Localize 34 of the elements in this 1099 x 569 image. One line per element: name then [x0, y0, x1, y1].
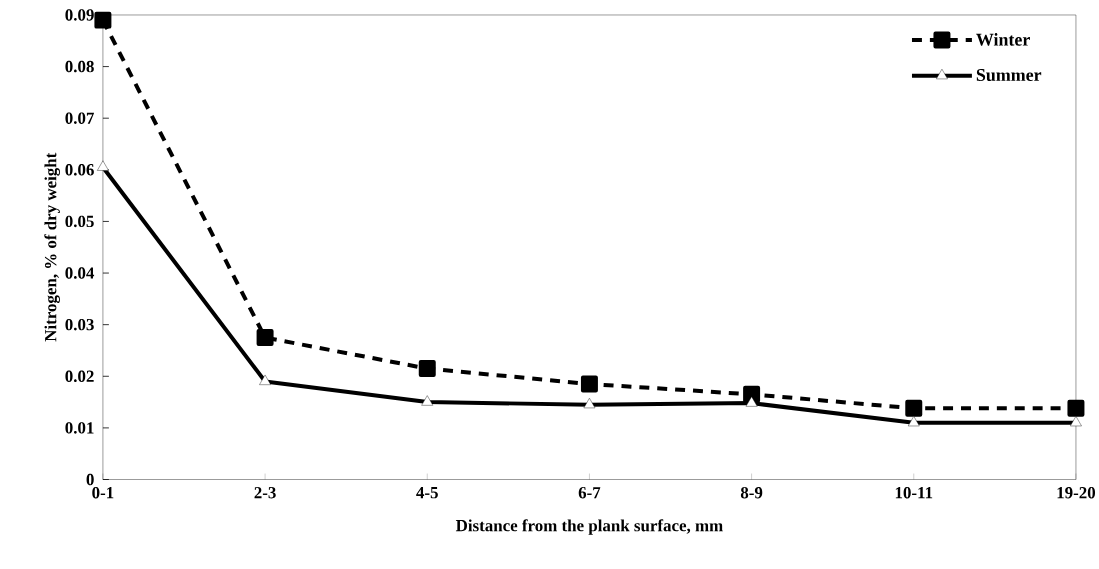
y-tick-label: 0.05: [65, 215, 94, 227]
y-tick-label: 0.02: [65, 370, 94, 382]
point: [1070, 415, 1082, 426]
point: [905, 399, 923, 417]
point: [745, 396, 758, 407]
y-tick-label: 0.06: [65, 163, 94, 176]
point: [94, 11, 112, 29]
point: [1067, 399, 1085, 417]
y-tick-label: 0.01: [65, 421, 94, 434]
point: [907, 415, 920, 426]
point: [580, 375, 598, 393]
y-tick-label: 0: [86, 473, 94, 486]
point: [421, 395, 434, 406]
y-tick-label: 0.09: [65, 9, 94, 21]
point: [583, 397, 596, 408]
x-tick-label: 0-1: [92, 486, 114, 499]
y-tick-label: 0.04: [65, 267, 95, 279]
y-axis-title: Nitrogen, % of dry weight: [44, 152, 60, 342]
x-axis-title: Distance from the plank surface, mm: [455, 519, 723, 535]
point: [418, 359, 436, 377]
y-tick-label: 0.08: [65, 60, 94, 73]
x-tick-label: 4-5: [416, 486, 438, 499]
y-tick-label: 0.03: [65, 318, 94, 331]
x-tick-label: 10-11: [895, 486, 933, 499]
x-tick-label: 8-9: [740, 486, 763, 499]
x-tick-label: 19-20: [1057, 486, 1096, 499]
y-tick-label: 0.07: [65, 112, 94, 124]
x-tick-label: 6-7: [578, 486, 601, 499]
legend-label: Winter: [976, 32, 1030, 46]
point: [97, 160, 109, 171]
point: [256, 328, 274, 346]
legend-label: Summer: [976, 68, 1042, 81]
x-tick-label: 2-3: [254, 486, 276, 499]
point: [259, 374, 271, 385]
